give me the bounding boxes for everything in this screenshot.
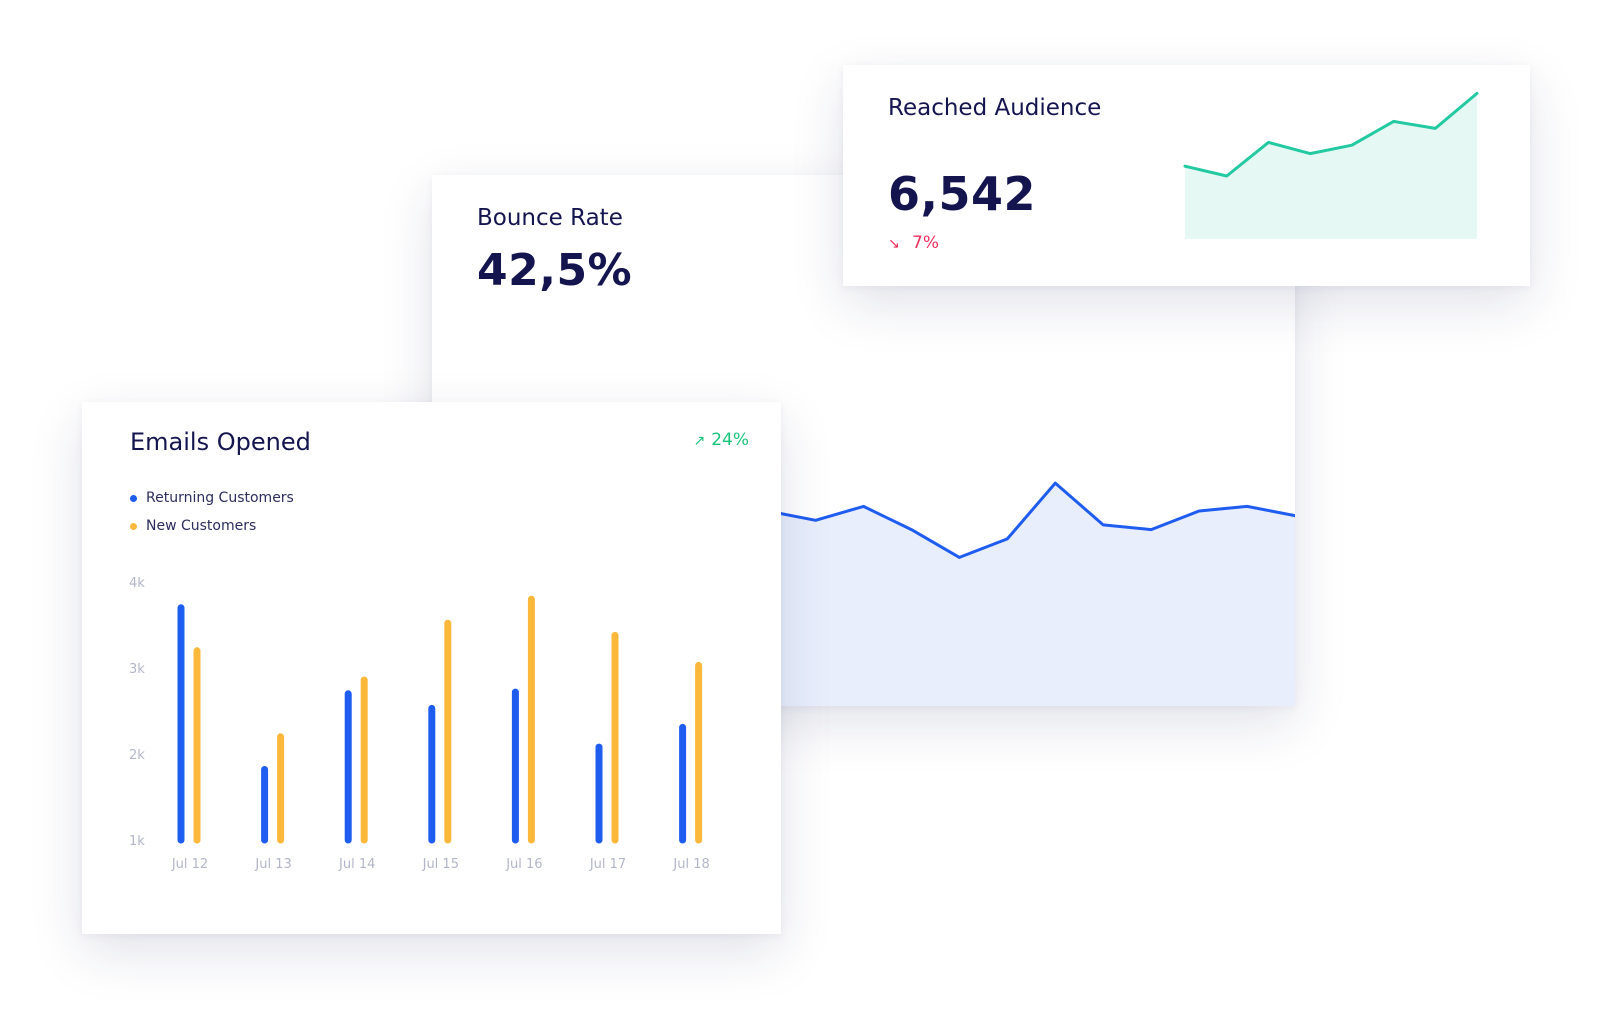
reached-audience-chart bbox=[1183, 91, 1479, 240]
y-tick-label: 3k bbox=[129, 662, 145, 677]
y-tick-label: 1k bbox=[129, 834, 145, 849]
reached-audience-card: Reached Audience 6,542 ↘ 7% bbox=[843, 65, 1530, 286]
bounce-rate-value: 42,5% bbox=[477, 245, 633, 296]
reached-audience-value: 6,542 bbox=[888, 167, 1037, 221]
emails-opened-change: ↗ 24% bbox=[693, 430, 749, 450]
bounce-rate-title: Bounce Rate bbox=[477, 205, 623, 231]
reached-audience-change: ↘ 7% bbox=[888, 233, 939, 253]
legend-dot-returning bbox=[130, 494, 137, 502]
x-tick-label: Jul 13 bbox=[254, 857, 291, 872]
legend-item-returning-customers: Returning Customers bbox=[130, 484, 294, 512]
chart-legend: Returning Customers New Customers bbox=[130, 484, 294, 540]
arrow-down-right-icon: ↘ bbox=[888, 236, 900, 252]
emails-opened-chart: 4k 3k 2k 1k Jul 12 Jul 13 Jul 14 Jul 15 Jul 16 Ju… bbox=[129, 576, 710, 872]
y-tick-label: 2k bbox=[129, 748, 145, 763]
reached-audience-line bbox=[1183, 91, 1479, 178]
legend-dot-new bbox=[130, 522, 137, 530]
legend-item-new-customers: New Customers bbox=[130, 512, 294, 540]
x-tick-label: Jul 15 bbox=[422, 857, 459, 872]
reached-audience-area bbox=[1185, 93, 1477, 240]
reached-audience-change-text: 7% bbox=[912, 233, 939, 253]
x-tick-label: Jul 17 bbox=[589, 857, 626, 872]
x-tick-label: Jul 14 bbox=[338, 857, 375, 872]
x-tick-label: Jul 18 bbox=[672, 857, 709, 872]
legend-label-returning: Returning Customers bbox=[146, 490, 294, 506]
legend-label-new: New Customers bbox=[146, 518, 257, 534]
reached-audience-title: Reached Audience bbox=[888, 95, 1102, 121]
arrow-up-right-icon: ↗ bbox=[693, 433, 706, 449]
x-tick-label: Jul 12 bbox=[171, 857, 208, 872]
emails-opened-card: Emails Opened ↗ 24% Returning Customers N… bbox=[82, 402, 781, 934]
emails-opened-title: Emails Opened bbox=[130, 428, 311, 456]
y-tick-label: 4k bbox=[129, 576, 145, 591]
emails-opened-change-text: 24% bbox=[711, 430, 749, 450]
x-tick-label: Jul 16 bbox=[505, 857, 542, 872]
